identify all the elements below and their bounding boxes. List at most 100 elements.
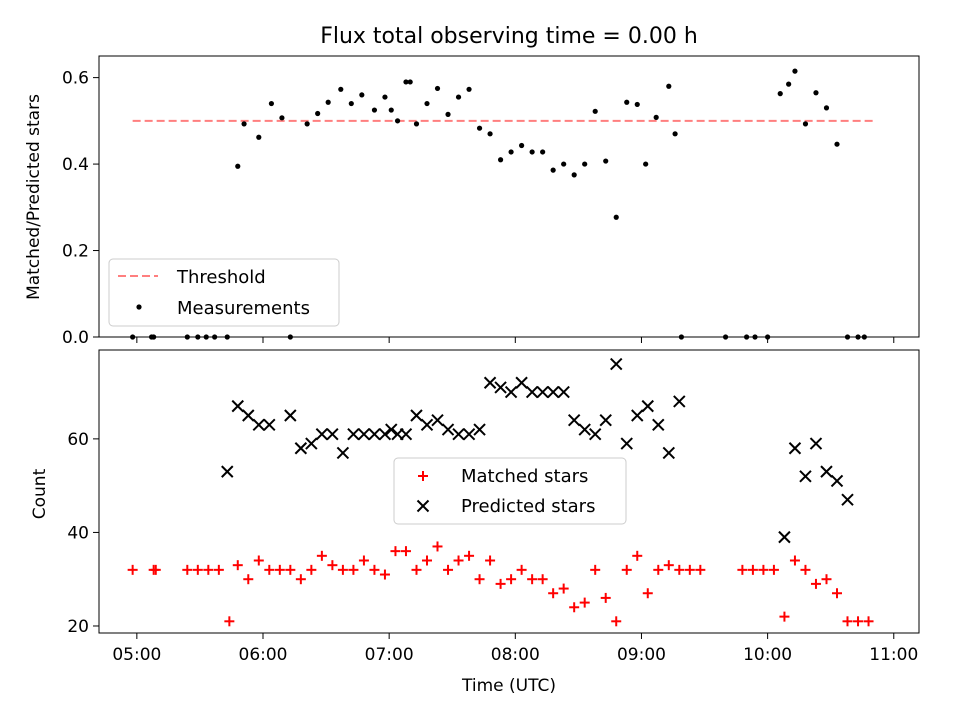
measurement-point (508, 149, 514, 155)
matched-star-point (390, 546, 401, 557)
top-legend-box (108, 258, 340, 327)
predicted-star-point (263, 418, 276, 432)
measurement-point (434, 85, 441, 92)
predicted-star-point (483, 376, 497, 389)
legend-predicted-swatch (416, 499, 430, 513)
matched-star-point (348, 564, 359, 575)
predicted-star-point (347, 427, 360, 441)
predicted-star-point (673, 395, 686, 408)
matched-star-point (832, 588, 842, 599)
top-y-tick-label: 0.2 (62, 242, 89, 262)
predicted-star-point (410, 409, 423, 422)
matched-star-point (182, 564, 193, 575)
predicted-star-point (473, 423, 486, 436)
legend-x-marker (416, 499, 430, 513)
predicted-star-point (462, 427, 476, 441)
measurement-point (359, 92, 365, 98)
x-tick-label: 11:00 (869, 645, 918, 665)
measurement-point (823, 105, 830, 111)
predicted-star-point (231, 399, 244, 413)
measurement-point (792, 68, 798, 74)
measurement-point (394, 118, 401, 124)
measurement-point (424, 100, 430, 107)
matched-star-point (758, 564, 769, 575)
top-y-tick-label: 0.4 (62, 155, 89, 175)
predicted-star-point (620, 437, 633, 450)
predicted-star-point (820, 465, 833, 478)
top-y-axis-label: Matched/Predicted stars (24, 94, 44, 300)
matched-star-point (285, 564, 296, 575)
matched-star-point (821, 574, 832, 585)
predicted-star-point (778, 530, 791, 544)
top-y-ticks: 0.0 0.2 0.4 0.6 (62, 69, 99, 348)
measurement-points (130, 68, 867, 340)
chart-title: Flux total observing time = 0.00 h (320, 24, 698, 49)
legend-plus-marker (418, 471, 428, 481)
matched-star-point (506, 574, 517, 585)
matched-star-point (537, 574, 548, 585)
bottom-axes-frame (98, 349, 920, 634)
matched-star-point (569, 602, 580, 613)
predicted-star-point (830, 474, 844, 488)
matched-star-point (464, 550, 475, 561)
measurement-point (603, 158, 609, 164)
predicted-star-point (546, 385, 560, 399)
measurement-point (325, 99, 331, 105)
predicted-star-point (399, 427, 413, 441)
measurement-point (497, 157, 504, 163)
predicted-star-point (788, 442, 802, 455)
top-panel: Matched/Predicted stars 0.0 0.2 0.4 0.6 Thr… (24, 55, 920, 348)
top-y-tick-label: 0.0 (62, 328, 89, 348)
bottom-legend: Matched stars Predicted stars (393, 457, 627, 525)
predicted-star-point (809, 437, 823, 450)
matched-star-point (590, 564, 601, 575)
predicted-star-point (336, 446, 350, 460)
matched-star-point (400, 546, 411, 557)
matched-star-point (548, 588, 559, 599)
matched-star-point (684, 564, 695, 575)
matched-star-point (558, 583, 569, 594)
matched-star-point (474, 574, 485, 585)
bottom-y-axis-label: Count (30, 468, 50, 519)
matched-star-point (737, 564, 748, 575)
x-tick-label: 09:00 (617, 645, 666, 665)
matched-star-point (432, 541, 443, 552)
matched-star-point (663, 560, 674, 571)
measurement-point (653, 114, 659, 120)
measurement-point (777, 91, 783, 97)
measurement-point (268, 100, 275, 107)
measurement-point (466, 86, 472, 92)
matched-star-point (527, 574, 538, 585)
measurement-point (382, 94, 388, 100)
matched-star-point (274, 564, 285, 575)
matched-star-point (411, 564, 422, 575)
matched-star-point (192, 564, 203, 575)
predicted-star-point (567, 413, 581, 427)
measurement-point (666, 83, 672, 89)
measurement-point (304, 121, 310, 127)
measurement-point (550, 167, 556, 173)
predicted-star-point (652, 418, 665, 432)
bottom-y-ticks: 20 40 60 (67, 430, 99, 637)
measurement-point (592, 108, 598, 114)
predicted-star-point (599, 413, 612, 427)
matched-star-point (495, 578, 506, 589)
predicted-star-point (431, 413, 444, 427)
bottom-panel: Count 20 40 60 05:00 06:00 07:00 08:00 09:00 10… (30, 349, 920, 696)
matched-star-point (337, 564, 348, 575)
measurement-point (445, 111, 451, 117)
matched-star-point (127, 564, 138, 575)
predicted-star-point (294, 442, 308, 455)
measurement-point (634, 101, 640, 108)
matched-star-point (358, 555, 369, 566)
matched-star-point (150, 564, 161, 575)
bottom-y-tick-label: 40 (67, 523, 89, 543)
matched-star-point (369, 564, 380, 575)
measurement-point (315, 110, 321, 117)
predicted-star-point (662, 446, 676, 460)
matched-star-point (253, 555, 264, 566)
top-y-tick-label: 0.6 (62, 69, 89, 89)
legend-measurements-swatch (136, 304, 142, 310)
matched-star-point (810, 578, 821, 589)
